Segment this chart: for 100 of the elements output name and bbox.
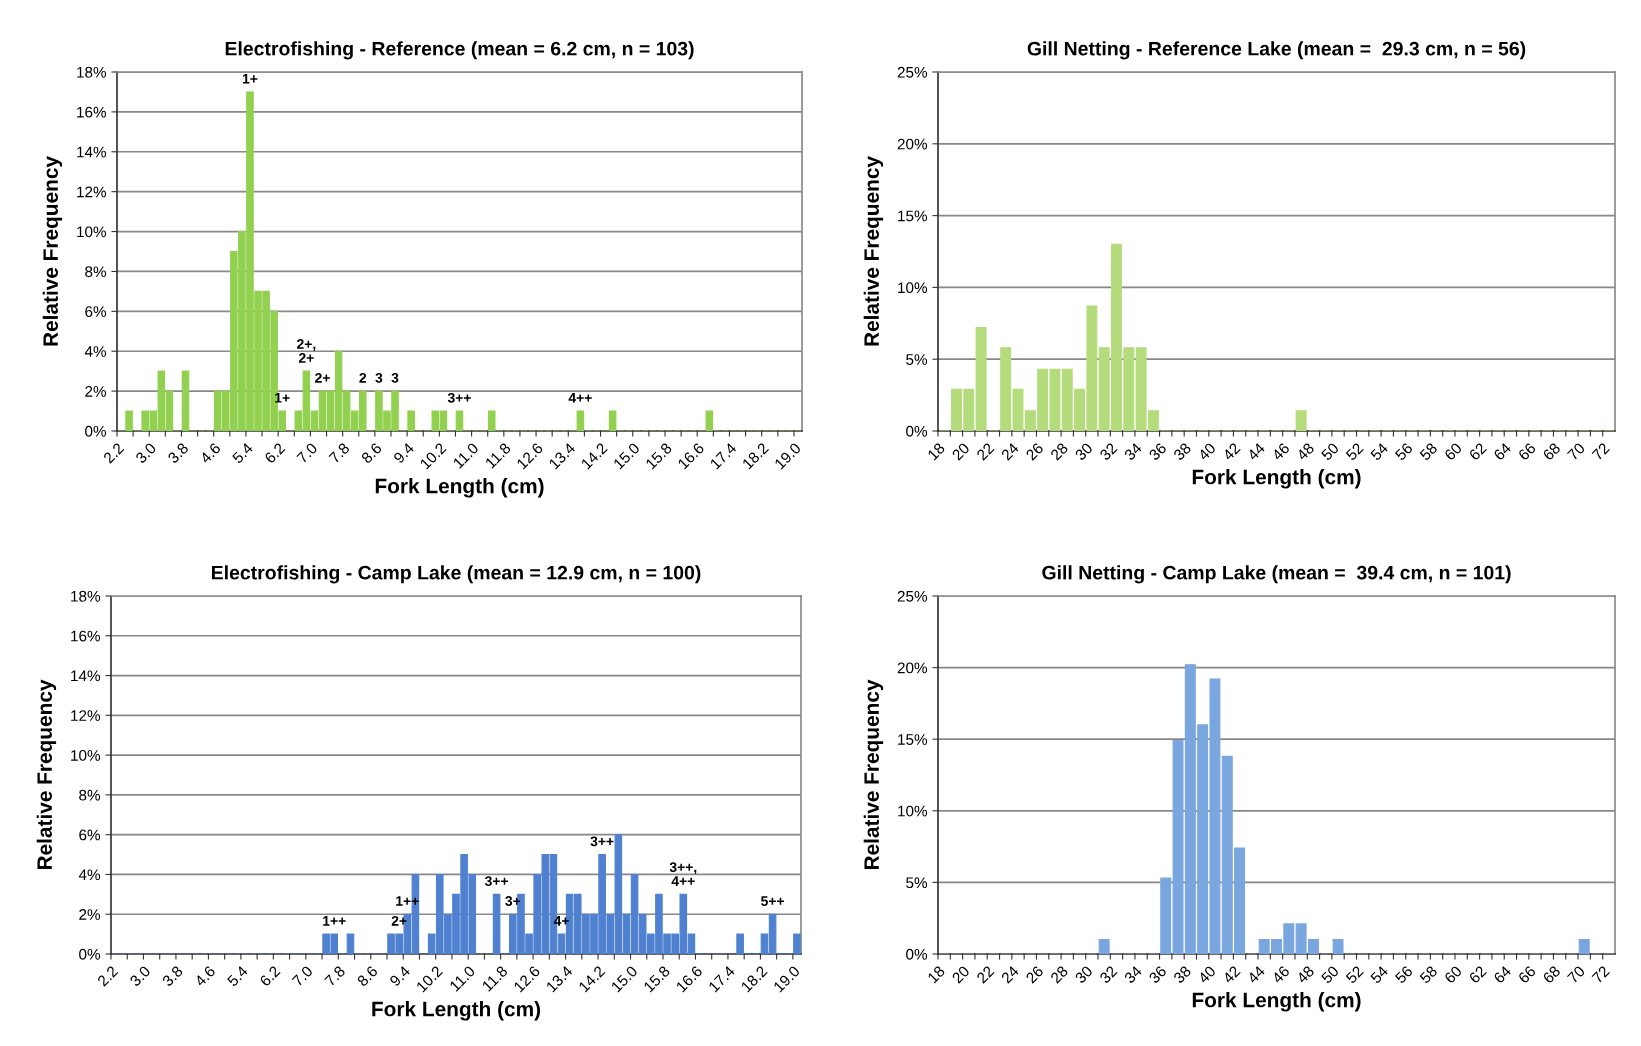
x-tick-label: 24 <box>1000 965 1020 984</box>
x-tick-label: 30 <box>1074 965 1094 984</box>
x-tick-label: 44 <box>1246 965 1266 985</box>
y-tick-label: 18% <box>77 66 107 78</box>
x-tick-label: 20 <box>951 965 971 984</box>
x-tick-label: 46 <box>1271 965 1291 985</box>
annotation: 3++ <box>447 392 471 403</box>
y-tick-label: 12% <box>71 710 101 721</box>
x-tick-label: 3.0 <box>134 442 157 464</box>
annotation: 3 <box>391 372 399 383</box>
annotation: 1++ <box>323 916 346 926</box>
x-tick-label: 18 <box>927 442 946 461</box>
x-tick-label: 40 <box>1197 442 1217 462</box>
x-tick-label: 66 <box>1517 442 1537 461</box>
x-tick-label: 62 <box>1468 965 1487 984</box>
y-axis-title: Relative Frequency <box>36 679 57 870</box>
x-tick-label: 5.4 <box>226 965 249 987</box>
chart-title: Gill Netting - Reference Lake (mean = 29.3 cm, n = 56) <box>1027 41 1526 60</box>
x-tick-label: 58 <box>1419 965 1438 984</box>
x-tick-label: 70 <box>1566 965 1586 984</box>
x-tick-label: 22 <box>976 965 995 984</box>
x-tick-label: 54 <box>1369 442 1389 461</box>
y-tick-label: 14% <box>77 146 107 158</box>
x-tick-label: 54 <box>1369 965 1389 984</box>
annotation: 4++ <box>568 393 592 403</box>
x-tick-label: 22 <box>976 442 995 461</box>
y-tick-label: 6% <box>79 829 101 841</box>
y-tick-label: 10% <box>898 282 928 294</box>
x-tick-label: 48 <box>1295 965 1315 985</box>
y-tick-label: 25% <box>897 66 928 78</box>
x-tick-label: 7.0 <box>296 442 318 464</box>
annotation: 2+ <box>315 372 330 383</box>
annotation: 5++ <box>761 896 784 906</box>
annotation: 2 <box>359 372 367 383</box>
y-tick-label: 15% <box>898 734 928 745</box>
x-tick-label: 50 <box>1320 442 1340 461</box>
x-tick-label: 7.0 <box>291 965 314 987</box>
x-tick-label: 9.4 <box>392 442 415 464</box>
x-tick-label: 26 <box>1025 965 1044 984</box>
x-tick-label: 66 <box>1517 965 1537 984</box>
y-tick-label: 25% <box>897 590 928 602</box>
x-tick-label: 28 <box>1049 442 1069 461</box>
y-tick-label: 5% <box>906 877 928 889</box>
chart-title: Gill Netting - Camp Lake (mean = 39.4 cm, n = 101) <box>1042 565 1511 584</box>
x-tick-label: 26 <box>1025 442 1044 461</box>
y-tick-label: 0% <box>79 948 101 960</box>
y-tick-label: 4% <box>84 346 107 357</box>
y-tick-label: 16% <box>71 630 101 642</box>
y-tick-label: 18% <box>71 590 101 602</box>
x-tick-label: 38 <box>1172 442 1192 461</box>
x-tick-label: 56 <box>1394 442 1414 461</box>
y-axis-title: Relative Frequency <box>863 156 884 346</box>
x-tick-label: 2.2 <box>96 965 119 987</box>
y-tick-label: 10% <box>71 749 101 761</box>
annotation: 3++ <box>484 876 508 887</box>
x-tick-label: 7.8 <box>324 965 346 987</box>
annotation: 3 <box>375 372 383 383</box>
x-tick-label: 4.6 <box>193 965 216 988</box>
y-tick-label: 6% <box>85 306 107 318</box>
x-tick-label: 46 <box>1271 442 1291 462</box>
x-tick-label: 62 <box>1468 442 1487 461</box>
x-tick-label: 3.8 <box>167 442 189 464</box>
y-tick-label: 10% <box>898 805 928 817</box>
x-tick-label: 3.8 <box>161 965 184 987</box>
x-tick-label: 42 <box>1221 442 1241 462</box>
annotation: 3++ <box>590 836 614 847</box>
x-tick-label: 68 <box>1542 965 1561 984</box>
chart-title: Electrofishing - Camp Lake (mean = 12.9 cm, n = 100) <box>212 565 701 584</box>
y-tick-label: 2% <box>79 909 101 920</box>
x-tick-label: 60 <box>1443 442 1463 461</box>
x-tick-label: 20 <box>951 442 971 461</box>
y-tick-label: 2% <box>85 385 107 397</box>
x-tick-label: 68 <box>1542 442 1561 461</box>
y-tick-label: 20% <box>897 138 928 150</box>
x-tick-label: 32 <box>1099 442 1118 461</box>
x-tick-label: 52 <box>1345 442 1364 461</box>
x-tick-label: 3.0 <box>129 965 151 987</box>
y-tick-label: 12% <box>77 186 107 198</box>
chart-title: Electrofishing - Reference (mean = 6.2 cm, n = 103) <box>225 41 694 60</box>
x-tick-label: 6.2 <box>259 965 281 987</box>
x-tick-label: 52 <box>1345 965 1364 984</box>
x-tick-label: 8.6 <box>356 965 379 987</box>
x-tick-label: 36 <box>1148 442 1168 461</box>
x-tick-label: 9.4 <box>389 965 411 987</box>
x-tick-label: 32 <box>1099 965 1118 984</box>
y-tick-label: 14% <box>71 670 101 682</box>
y-tick-label: 0% <box>906 425 928 437</box>
x-tick-label: 36 <box>1148 965 1168 984</box>
x-tick-label: 34 <box>1123 442 1143 461</box>
y-tick-label: 16% <box>77 106 107 118</box>
x-tick-label: 60 <box>1443 965 1463 984</box>
x-tick-label: 34 <box>1123 965 1143 984</box>
x-axis-title: Fork Length (cm) <box>1192 992 1361 1012</box>
x-tick-label: 18 <box>927 965 946 984</box>
x-tick-label: 8.6 <box>360 442 383 464</box>
x-tick-label: 42 <box>1221 965 1241 985</box>
x-tick-label: 7.8 <box>328 442 351 464</box>
y-tick-label: 15% <box>898 210 928 222</box>
y-tick-label: 4% <box>78 869 101 881</box>
x-tick-label: 40 <box>1197 965 1217 985</box>
